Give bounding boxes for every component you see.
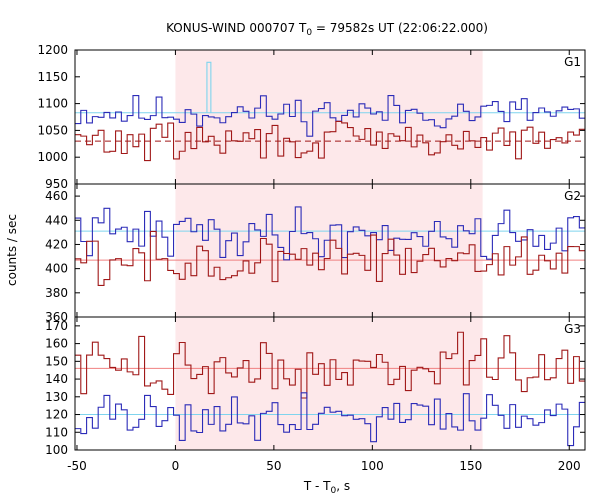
- x-tick-label-2: 50: [266, 459, 281, 473]
- y-tick-label-g1-1: 1000: [37, 150, 68, 164]
- y-tick-label-g3-1: 110: [45, 425, 68, 439]
- series-g2-0: [75, 206, 585, 261]
- panel-label-g2: G2: [564, 189, 581, 203]
- panel-label-g3: G3: [564, 322, 581, 336]
- y-tick-label-g3-0: 100: [45, 443, 68, 457]
- panel-g3: 100 110 120 130 140 150 160 170 G3: [45, 316, 586, 457]
- y-tick-label-g3-2: 120: [45, 408, 68, 422]
- y-tick-label-g2-3: 420: [45, 237, 68, 251]
- y-tick-label-g2-2: 400: [45, 262, 68, 276]
- panel-label-g1: G1: [564, 55, 581, 69]
- y-tick-label-g3-7: 170: [45, 319, 68, 333]
- series-g1-0: [75, 94, 585, 137]
- series-g3-1: [75, 392, 585, 447]
- y-axis-title: counts / sec: [5, 214, 19, 286]
- y-tick-label-g3-3: 130: [45, 390, 68, 404]
- plot-layer: 95010001050110011501200G1360380400420440…: [37, 43, 586, 473]
- y-tick-label-g3-4: 140: [45, 372, 68, 386]
- x-tick-label-4: 150: [459, 459, 482, 473]
- y-tick-label-g2-4: 440: [45, 213, 68, 227]
- y-tick-label-g1-3: 1100: [37, 97, 68, 111]
- series-g2-1: [75, 230, 585, 286]
- panel-g1: 950 1000 1050 1100 1150 1200 G1: [37, 43, 586, 191]
- series-g1-2: [206, 61, 212, 113]
- panel-g2: 360 380 400 420 440 460 G2: [45, 183, 586, 324]
- chart-title: KONUS-WIND 000707 T0 = 79582s UT (22:06:…: [166, 21, 488, 38]
- y-tick-label-g3-5: 150: [45, 354, 68, 368]
- x-tick-label-3: 100: [361, 459, 384, 473]
- panel-frame-g3: [74, 316, 586, 451]
- y-tick-label-g1-0: 950: [45, 177, 68, 191]
- series-g3-0: [75, 331, 585, 399]
- x-tick-label-1: 0: [172, 459, 180, 473]
- x-tick-label-0: -50: [67, 459, 87, 473]
- y-tick-label-g1-2: 1050: [37, 123, 68, 137]
- y-tick-label-g2-0: 360: [45, 310, 68, 324]
- series-g1-1: [75, 120, 585, 162]
- x-axis-title: T - T0, s: [303, 479, 350, 496]
- y-tick-label-g1-4: 1150: [37, 70, 68, 84]
- y-tick-label-g2-1: 380: [45, 286, 68, 300]
- y-tick-label-g2-5: 460: [45, 189, 68, 203]
- y-tick-label-g3-6: 160: [45, 337, 68, 351]
- y-tick-label-g1-5: 1200: [37, 43, 68, 57]
- highlight-interval: [175, 50, 483, 450]
- x-tick-label-5: 200: [558, 459, 581, 473]
